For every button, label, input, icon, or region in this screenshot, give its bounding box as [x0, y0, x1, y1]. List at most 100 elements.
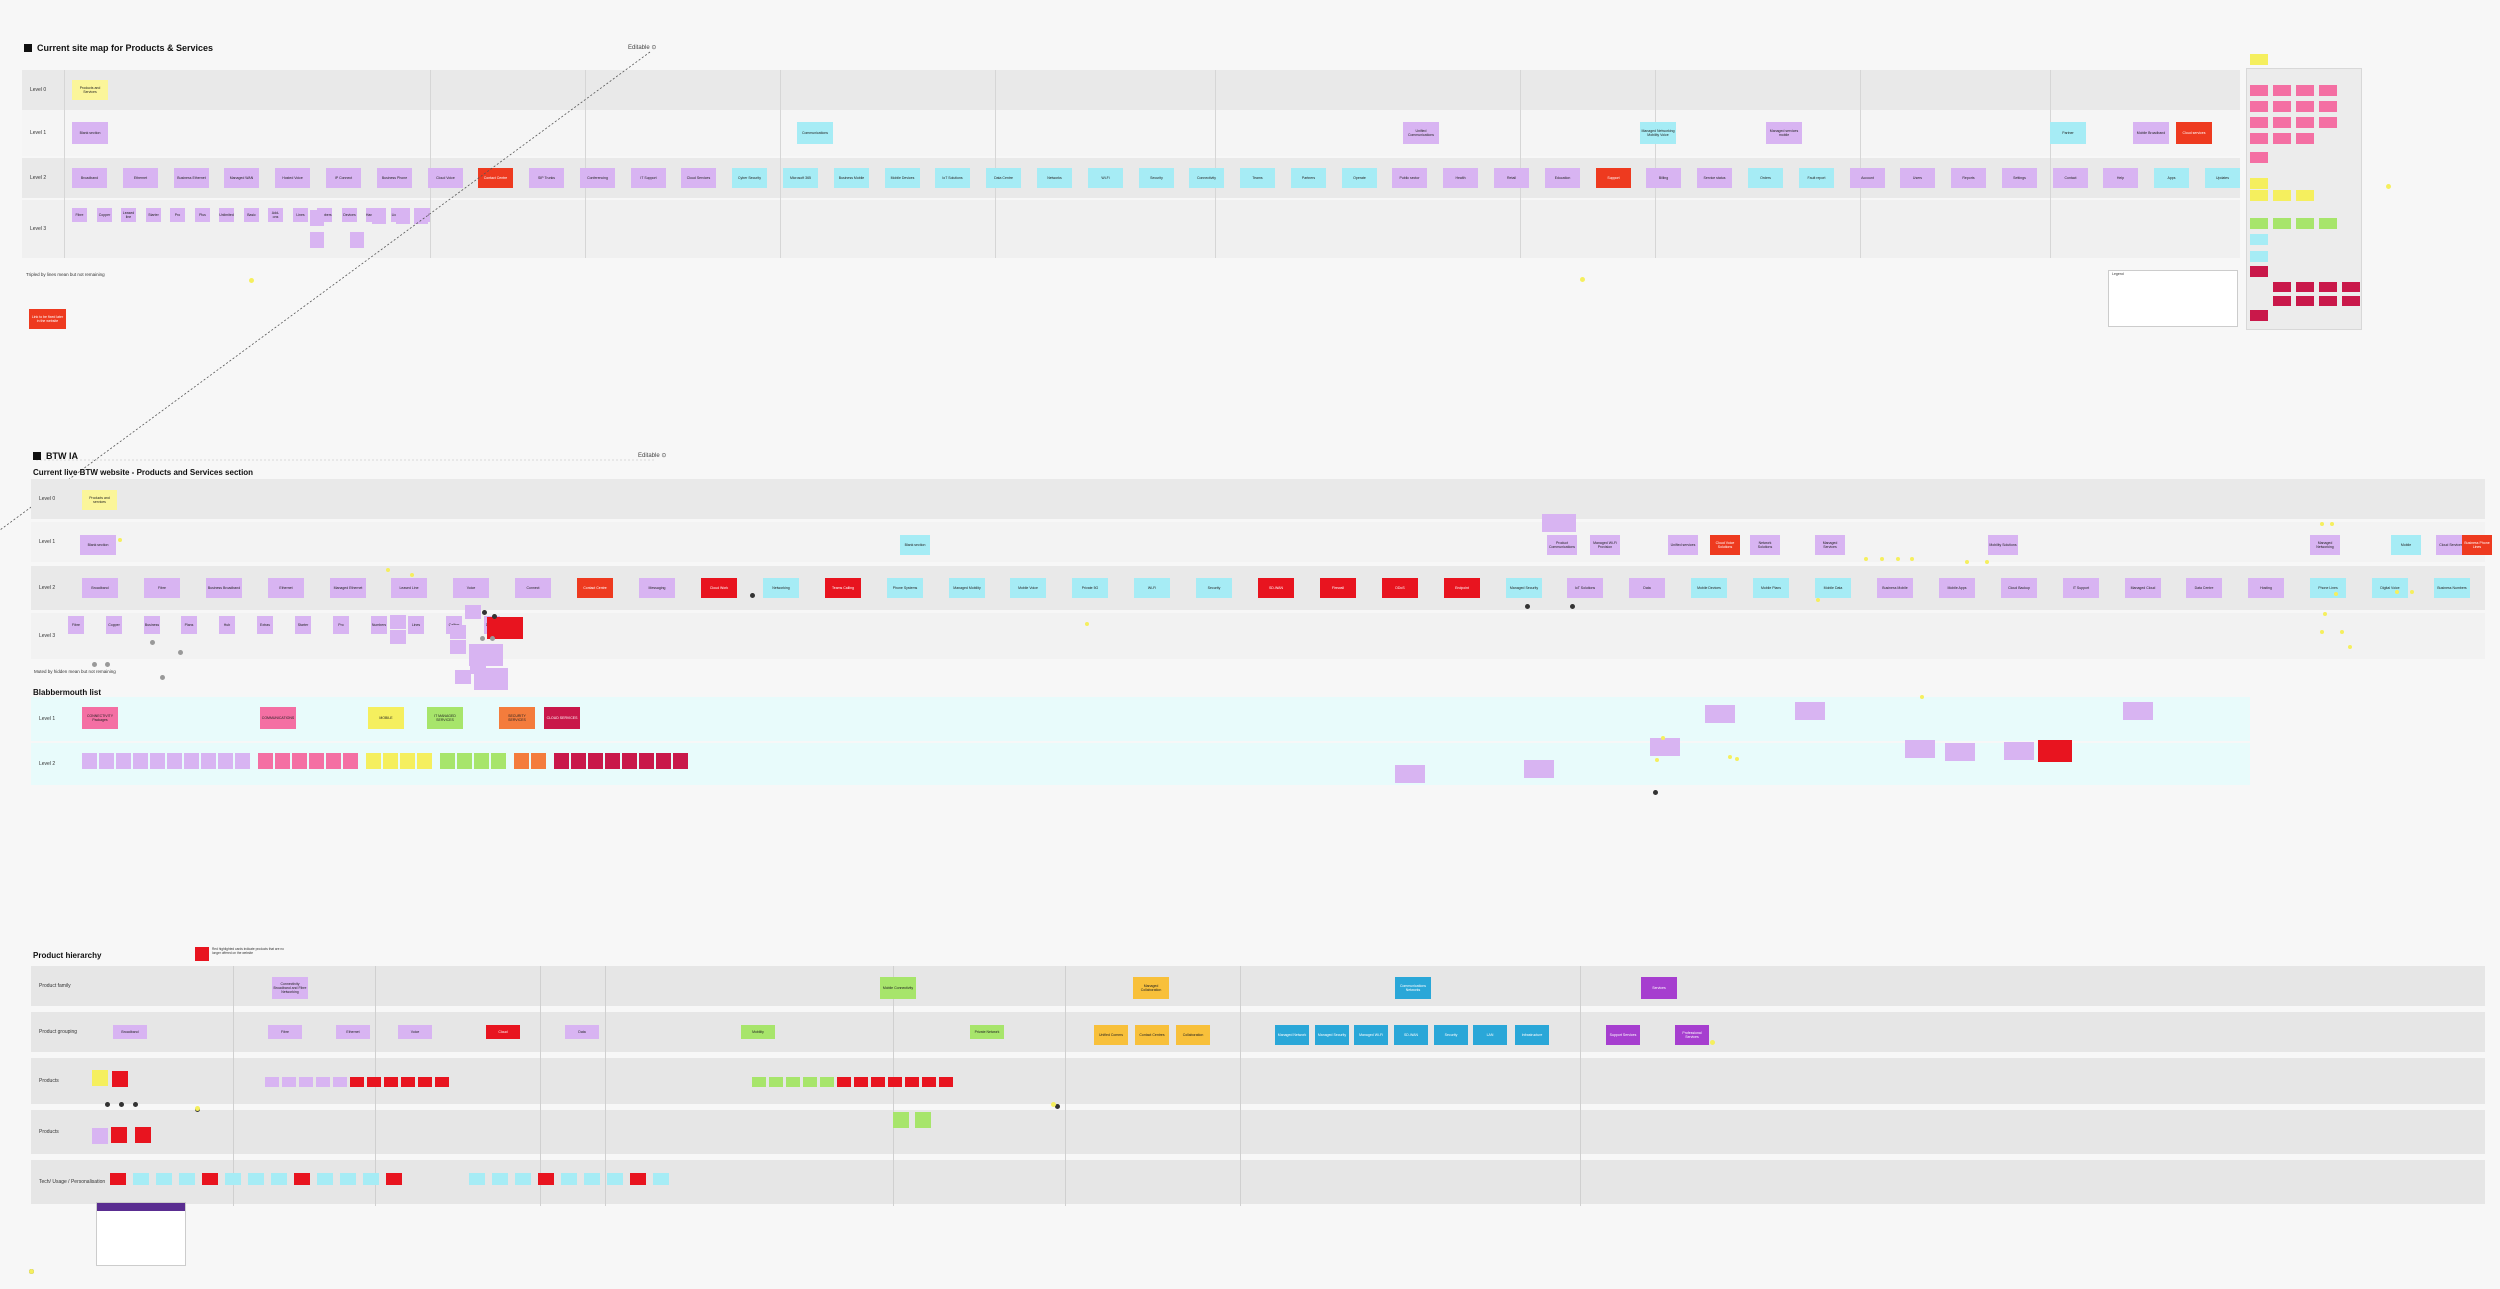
- node-card[interactable]: Hosting: [2248, 578, 2284, 598]
- node-card[interactable]: Managed Networking: [2310, 535, 2340, 555]
- node-card[interactable]: Mobile Devices: [1691, 578, 1727, 598]
- node-card[interactable]: Help: [2103, 168, 2138, 188]
- node-card[interactable]: Mobile Apps: [1939, 578, 1975, 598]
- node-card[interactable]: Managed Networking Mobility Voice: [1640, 122, 1676, 144]
- node-card[interactable]: Mobile Connectivity: [880, 977, 916, 999]
- node-card[interactable]: [1542, 514, 1576, 532]
- blabbermouth-card[interactable]: [258, 753, 273, 769]
- node-card[interactable]: MOBILE: [368, 707, 404, 729]
- node-card[interactable]: IT Support: [631, 168, 666, 188]
- usage-card[interactable]: [156, 1173, 172, 1185]
- blabbermouth-card[interactable]: [400, 753, 415, 769]
- product-card[interactable]: [111, 1127, 127, 1143]
- node-card[interactable]: Networks: [1037, 168, 1072, 188]
- node-card[interactable]: Professional Services: [1675, 1025, 1709, 1045]
- product-card[interactable]: [112, 1071, 128, 1087]
- node-card[interactable]: Ethernet: [268, 578, 304, 598]
- product-card[interactable]: [135, 1127, 151, 1143]
- node-card[interactable]: Leased line: [121, 208, 136, 222]
- blabbermouth-card[interactable]: [309, 753, 324, 769]
- product-card[interactable]: [92, 1128, 108, 1144]
- node-card[interactable]: Public sector: [1392, 168, 1427, 188]
- node-card[interactable]: [474, 668, 508, 690]
- node-card[interactable]: IP Connect: [326, 168, 361, 188]
- node-card[interactable]: Business Phone: [377, 168, 412, 188]
- blabbermouth-card[interactable]: [531, 753, 546, 769]
- node-card[interactable]: Security: [1434, 1025, 1468, 1045]
- node-card[interactable]: Mobility: [741, 1025, 775, 1039]
- usage-card[interactable]: [538, 1173, 554, 1185]
- blabbermouth-card[interactable]: [366, 753, 381, 769]
- blabbermouth-card[interactable]: [292, 753, 307, 769]
- product-card[interactable]: [922, 1077, 936, 1087]
- blabbermouth-card[interactable]: [343, 753, 358, 769]
- node-card[interactable]: Managed Ethernet: [330, 578, 366, 598]
- usage-card[interactable]: [317, 1173, 333, 1185]
- node-card[interactable]: Blank section: [80, 535, 116, 555]
- node-card[interactable]: Business Broadband: [206, 578, 242, 598]
- product-card[interactable]: [435, 1077, 449, 1087]
- node-card[interactable]: Ethernet: [336, 1025, 370, 1039]
- product-card[interactable]: [333, 1077, 347, 1087]
- node-card[interactable]: Copper: [97, 208, 112, 222]
- node-card[interactable]: Managed Collaboration: [1133, 977, 1169, 999]
- node-card[interactable]: Teams Calling: [825, 578, 861, 598]
- node-card[interactable]: Pro: [333, 616, 349, 634]
- node-card[interactable]: Account: [1850, 168, 1885, 188]
- node-card[interactable]: [414, 208, 428, 224]
- node-card[interactable]: Product Communications: [1547, 535, 1577, 555]
- node-card[interactable]: Connectivity: [1189, 168, 1224, 188]
- product-card[interactable]: [418, 1077, 432, 1087]
- node-card[interactable]: Networking: [763, 578, 799, 598]
- node-card[interactable]: Private Network: [970, 1025, 1004, 1039]
- node-card[interactable]: [487, 617, 523, 639]
- node-card[interactable]: Billing: [1646, 168, 1681, 188]
- node-card[interactable]: Products and services: [82, 490, 117, 510]
- node-card[interactable]: [310, 232, 324, 248]
- node-card[interactable]: Managed Wi-Fi Provision: [1590, 535, 1620, 555]
- node-card[interactable]: Health: [1443, 168, 1478, 188]
- blabbermouth-card[interactable]: [1905, 740, 1935, 758]
- node-card[interactable]: Orders: [1748, 168, 1783, 188]
- node-card[interactable]: Fibre: [144, 578, 180, 598]
- node-card[interactable]: Mobile: [2391, 535, 2421, 555]
- node-card[interactable]: [390, 615, 406, 629]
- node-card[interactable]: Data: [1629, 578, 1665, 598]
- blabbermouth-card[interactable]: [99, 753, 114, 769]
- product-card[interactable]: [350, 1077, 364, 1087]
- blabbermouth-card[interactable]: [656, 753, 671, 769]
- blabbermouth-card[interactable]: [1650, 738, 1680, 756]
- blabbermouth-card[interactable]: [491, 753, 506, 769]
- blabbermouth-card[interactable]: [167, 753, 182, 769]
- node-card[interactable]: Communications Networks: [1395, 977, 1431, 999]
- product-card[interactable]: [367, 1077, 381, 1087]
- node-card[interactable]: Security: [1196, 578, 1232, 598]
- blabbermouth-card[interactable]: [1524, 760, 1554, 778]
- node-card[interactable]: Contact Centres: [1135, 1025, 1169, 1045]
- usage-card[interactable]: [653, 1173, 669, 1185]
- node-card[interactable]: Add-ons: [268, 208, 283, 222]
- product-card[interactable]: [265, 1077, 279, 1087]
- node-card[interactable]: [450, 625, 466, 639]
- node-card[interactable]: Updates: [2205, 168, 2240, 188]
- node-card[interactable]: SECURITY SERVICES: [499, 707, 535, 729]
- node-card[interactable]: Network Solutions: [1750, 535, 1780, 555]
- node-card[interactable]: Devices: [342, 208, 357, 222]
- node-card[interactable]: Plans: [181, 616, 197, 634]
- node-card[interactable]: SD-WAN: [1394, 1025, 1428, 1045]
- node-card[interactable]: Business Numbers: [2434, 578, 2470, 598]
- blabbermouth-card[interactable]: [2004, 742, 2034, 760]
- node-card[interactable]: Contact Centre: [577, 578, 613, 598]
- blabbermouth-card[interactable]: [622, 753, 637, 769]
- blabbermouth-card[interactable]: [218, 753, 233, 769]
- node-card[interactable]: Data Centre: [2186, 578, 2222, 598]
- node-card[interactable]: DDoS: [1382, 578, 1418, 598]
- blabbermouth-card[interactable]: [571, 753, 586, 769]
- node-card[interactable]: Products and Services: [72, 80, 108, 100]
- usage-card[interactable]: [492, 1173, 508, 1185]
- node-card[interactable]: Wi-Fi: [1088, 168, 1123, 188]
- node-card[interactable]: Managed Network: [1275, 1025, 1309, 1045]
- product-card[interactable]: [820, 1077, 834, 1087]
- usage-card[interactable]: [225, 1173, 241, 1185]
- node-card[interactable]: IoT Solutions: [935, 168, 970, 188]
